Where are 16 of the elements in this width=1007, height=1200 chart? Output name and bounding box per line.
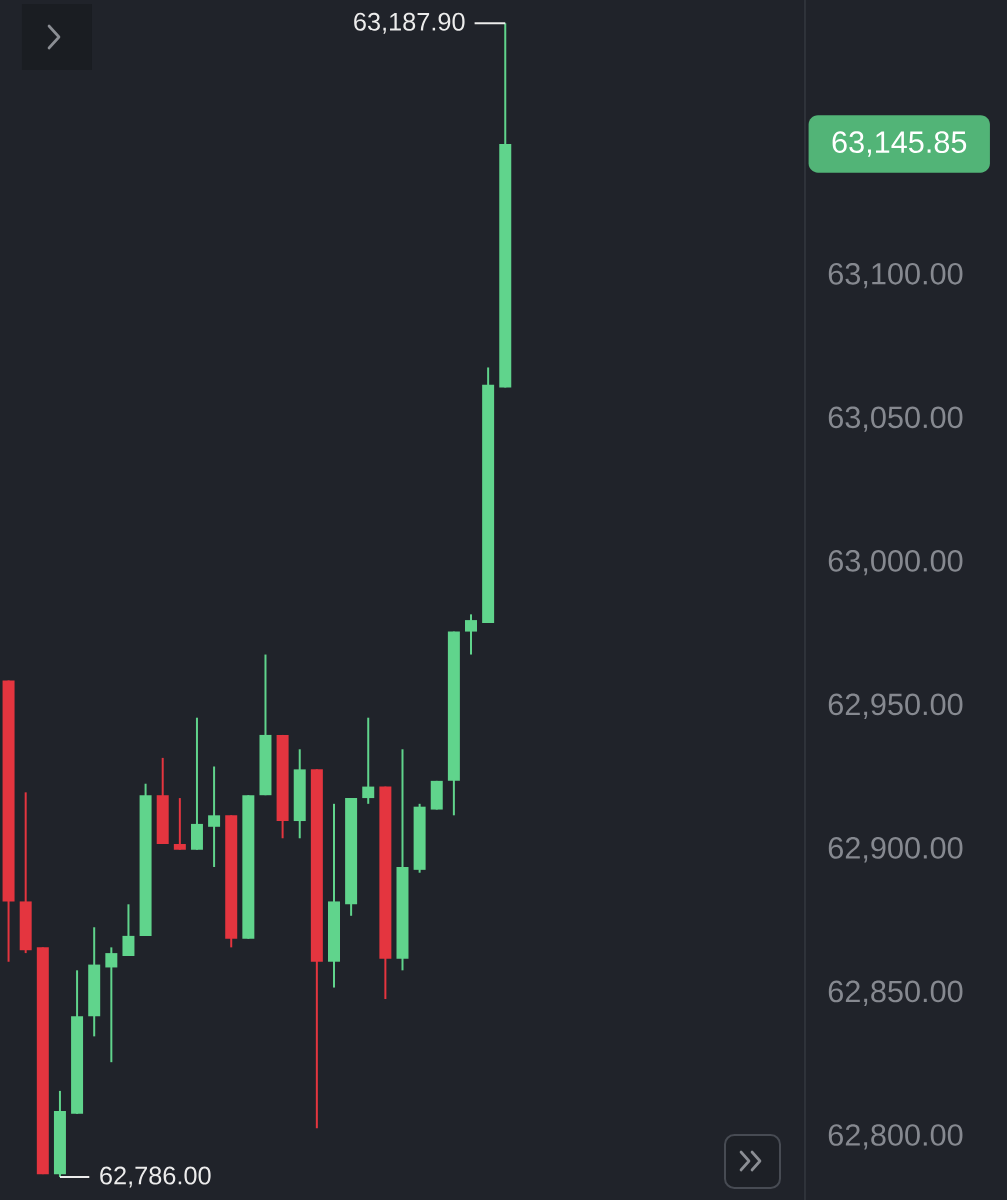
y-tick-label: 63,000.00 bbox=[828, 550, 963, 576]
annotation: 62,786.00 bbox=[100, 1166, 211, 1188]
annotation: 63,187.90 bbox=[354, 12, 465, 34]
text: 63,145.85 bbox=[832, 131, 967, 157]
candlestick bbox=[122, 903, 135, 957]
y-tick-label: 62,950.00 bbox=[828, 693, 963, 719]
y-tick-label: 62,800.00 bbox=[828, 1124, 963, 1150]
candlestick bbox=[105, 946, 118, 1064]
candlestick bbox=[465, 613, 477, 656]
y-tick-label: 63,050.00 bbox=[828, 406, 963, 432]
y-tick-label: 63,100.00 bbox=[828, 262, 963, 289]
candlestick bbox=[173, 797, 186, 851]
y-tick-label: 62,900.00 bbox=[828, 837, 963, 863]
candlestick bbox=[208, 765, 221, 868]
candlestick bbox=[362, 716, 375, 805]
y-tick-label: 62,850.00 bbox=[828, 980, 963, 1006]
